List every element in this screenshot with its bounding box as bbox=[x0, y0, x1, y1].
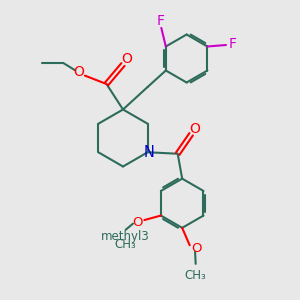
Text: O: O bbox=[133, 216, 143, 229]
Text: F: F bbox=[229, 38, 237, 51]
Text: O: O bbox=[189, 122, 200, 136]
Text: CH₃: CH₃ bbox=[114, 238, 136, 251]
Text: O: O bbox=[191, 242, 202, 255]
Text: methyl3: methyl3 bbox=[101, 230, 150, 243]
Text: N: N bbox=[144, 145, 154, 160]
Text: O: O bbox=[121, 52, 132, 66]
Text: CH₃: CH₃ bbox=[185, 269, 207, 282]
Text: O: O bbox=[74, 65, 84, 79]
Text: F: F bbox=[157, 14, 165, 28]
